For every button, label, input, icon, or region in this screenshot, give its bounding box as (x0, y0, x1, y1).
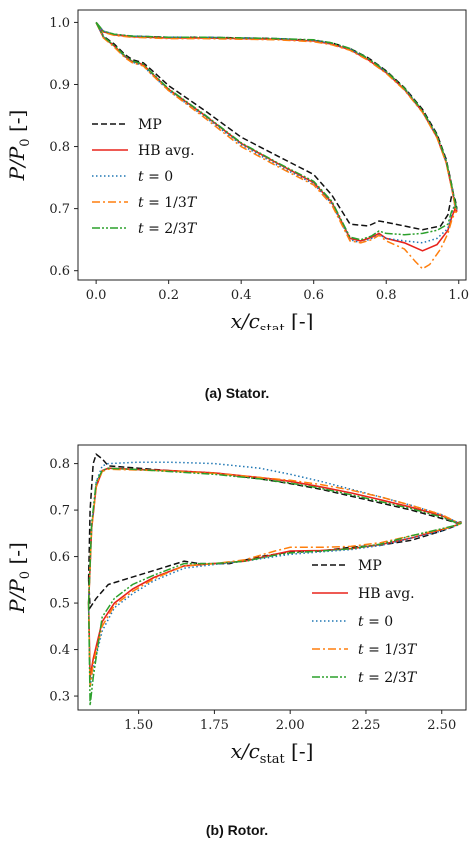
rotor-xtick-label-0: 1.50 (124, 718, 153, 733)
rotor-legend-label-1: HB avg. (358, 586, 415, 602)
rotor-ytick-label-3: 0.6 (49, 550, 70, 565)
stator-xtick-label-2: 0.4 (231, 288, 252, 303)
stator-series-3-lower (95, 22, 458, 270)
stator-ytick-label-2: 0.8 (49, 140, 70, 155)
rotor-chart: 1.50 1.75 2.00 2.25 2.50 0.3 0.4 0.5 0.6 0.7 0.8 x/… (5, 444, 467, 767)
rotor-legend-label-3: t = 1/3T (358, 642, 418, 658)
rotor-ylabel: P/P0 [-] (5, 542, 33, 614)
rotor-series-4-lower (87, 522, 462, 706)
rotor-xtick-label-3: 2.25 (351, 718, 380, 733)
stator-plot-frame (77, 9, 467, 281)
rotor-caption: (b) Rotor. (205, 822, 269, 838)
rotor-ytick-label-4: 0.7 (49, 504, 70, 519)
stator-legend-label-0: MP (138, 117, 162, 133)
rotor-xtick-label-2: 2.00 (276, 718, 305, 733)
rotor-series-2-lower (87, 522, 462, 687)
stator-ytick-label-4: 1.0 (49, 16, 70, 31)
rotor-ytick-label-5: 0.8 (49, 457, 70, 472)
rotor-plot-frame (77, 444, 467, 711)
stator-ytick-label-3: 0.9 (49, 78, 70, 93)
stator-chart: 0.0 0.2 0.4 0.6 0.8 1.0 0.6 0.7 0.8 0.9 1.0 x/cstat… (5, 9, 469, 330)
stator-caption: (a) Stator. (204, 385, 270, 401)
rotor-ytick-label-2: 0.5 (49, 597, 70, 612)
stator-series-1-lower (95, 22, 458, 252)
rotor-series-0-lower (87, 521, 462, 611)
rotor-series-3-lower (87, 522, 462, 687)
rotor-xtick-label-4: 2.50 (427, 718, 456, 733)
rotor-xtick-label-1: 1.75 (200, 718, 229, 733)
rotor-series-4-upper (87, 467, 462, 604)
stator-ylabel: P/P0 [-] (5, 110, 33, 182)
stator-legend-label-4: t = 2/3T (138, 221, 198, 237)
stator-xlabel: x/cstat [-] (231, 309, 314, 330)
rotor-legend-label-0: MP (358, 558, 382, 574)
stator-legend-label-2: t = 0 (138, 169, 173, 185)
stator-series-4-upper (95, 21, 458, 209)
stator-series-0-lower (95, 22, 458, 231)
stator-ytick-label-1: 0.7 (49, 202, 70, 217)
stator-xtick-label-3: 0.6 (303, 288, 324, 303)
rotor-xlabel: x/cstat [-] (231, 739, 314, 767)
rotor-series-2-upper (87, 461, 462, 604)
stator-series-3-upper (95, 21, 458, 213)
rotor-legend-label-4: t = 2/3T (358, 670, 418, 686)
stator-xtick-label-0: 0.0 (86, 288, 107, 303)
rotor-series-0-upper (87, 453, 462, 580)
stator-xtick-label-5: 1.0 (448, 288, 469, 303)
stator-ytick-label-0: 0.6 (49, 264, 70, 279)
stator-xtick-label-1: 0.2 (158, 288, 179, 303)
stator-legend-label-3: t = 1/3T (138, 195, 198, 211)
rotor-legend-label-2: t = 0 (358, 614, 393, 630)
stator-legend-label-1: HB avg. (138, 143, 195, 159)
rotor-series-3-upper (87, 468, 462, 604)
stator-series-2-lower (95, 22, 458, 244)
stator-xtick-label-4: 0.8 (376, 288, 397, 303)
rotor-ytick-label-0: 0.3 (49, 690, 70, 705)
rotor-ytick-label-1: 0.4 (49, 643, 70, 658)
